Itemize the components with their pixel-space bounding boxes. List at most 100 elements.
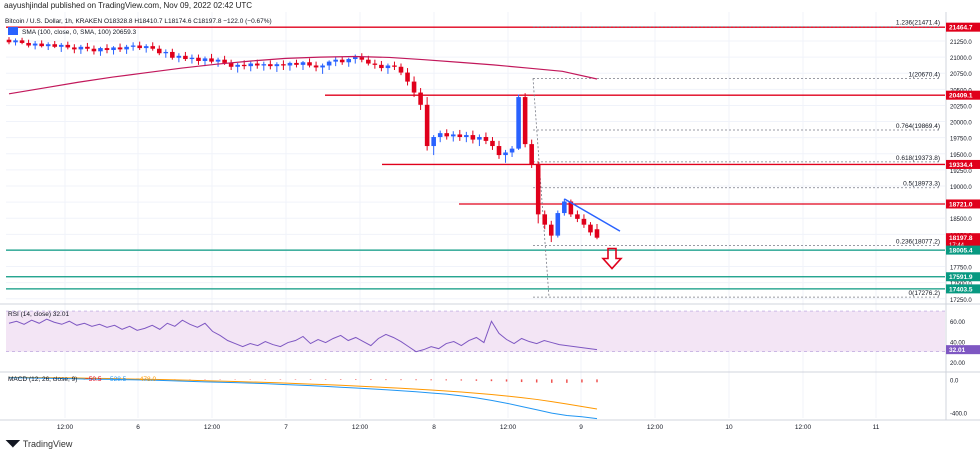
- y-tick-label: 19250.0: [950, 169, 972, 175]
- fib-level-label: 0(17276.2): [909, 290, 940, 297]
- tradingview-logo[interactable]: ◥◤ TradingView: [6, 438, 72, 449]
- candle-body: [503, 152, 508, 156]
- candle-body: [176, 55, 182, 58]
- brand-label: TradingView: [22, 438, 73, 449]
- candle-body: [202, 58, 208, 61]
- fib-level-label: 1.236(21471.4): [896, 20, 940, 27]
- candle-body: [111, 47, 116, 51]
- price-tag-label: 17403.5: [949, 286, 973, 293]
- price-tag: [946, 199, 980, 209]
- candle-body: [522, 97, 528, 145]
- candle-body: [124, 46, 129, 50]
- candle-body: [424, 104, 430, 147]
- chart-header: aayushjindal published on TradingView.co…: [0, 0, 980, 12]
- candle-body: [562, 201, 567, 214]
- candle-body: [274, 64, 280, 67]
- candle-body: [392, 65, 397, 67]
- candle-body: [555, 213, 561, 236]
- candle-body: [235, 64, 240, 67]
- tradingview-icon: ◥◤: [6, 438, 20, 448]
- x-tick-label: 7: [284, 424, 288, 431]
- candle-body: [261, 64, 267, 66]
- y-tick-label: 20000.0: [950, 121, 972, 127]
- candle-body: [189, 57, 195, 60]
- candle-body: [313, 65, 319, 68]
- price-tag: [946, 272, 980, 282]
- y-tick-label: 17750.0: [950, 266, 972, 272]
- candle-body: [137, 45, 142, 49]
- macd-line: [8, 377, 598, 420]
- candle-body: [575, 214, 580, 219]
- candle-body: [581, 218, 587, 225]
- candle-body: [594, 229, 600, 238]
- candle-body: [542, 214, 548, 225]
- candle-body: [156, 48, 162, 54]
- candle-body: [588, 224, 593, 233]
- rsi-tick-label: 60.00: [950, 320, 966, 326]
- macd-value: 528.5: [110, 376, 127, 383]
- candle-body: [170, 51, 175, 58]
- candle-body: [431, 137, 436, 147]
- candle-body: [568, 201, 574, 215]
- candle-body: [490, 140, 495, 147]
- x-tick-label: 11: [873, 424, 880, 431]
- fib-level-label: 0.236(18077.2): [896, 238, 940, 245]
- candle-body: [85, 46, 90, 49]
- candle-body: [26, 42, 31, 46]
- candle-body: [52, 44, 58, 47]
- candle-body: [307, 62, 312, 66]
- candle-body: [548, 224, 554, 236]
- price-tag-label: 21464.7: [949, 25, 973, 32]
- y-tick-label: 21250.0: [950, 40, 972, 46]
- price-tag: [946, 233, 980, 250]
- candle-body: [509, 148, 515, 153]
- down-arrow-icon: [601, 247, 623, 270]
- candle-body: [535, 164, 541, 215]
- candle-body: [98, 48, 103, 52]
- candle-body: [483, 137, 489, 141]
- candle-body: [32, 43, 38, 46]
- price-tag-label: 18721.0: [949, 201, 973, 208]
- candle-body: [209, 58, 214, 62]
- y-tick-label: 20750.0: [950, 72, 972, 78]
- publish-line: aayushjindal published on TradingView.co…: [4, 1, 253, 10]
- candle-body: [346, 59, 352, 63]
- rsi-value-label: 32.01: [949, 347, 966, 354]
- candle-body: [163, 51, 169, 54]
- candle-body: [241, 64, 247, 67]
- candle-body: [117, 47, 123, 50]
- candle-body: [411, 81, 417, 93]
- price-tag: [946, 159, 980, 169]
- candle-body: [143, 46, 149, 49]
- candle-body: [130, 45, 136, 47]
- candle-body: [352, 57, 358, 60]
- candle-body: [183, 55, 188, 60]
- x-tick-label: 12:00: [204, 424, 221, 431]
- rsi-tick-label: 20.00: [950, 361, 966, 367]
- candle-body: [379, 64, 384, 69]
- fib-level-label: 1(20670.4): [909, 71, 940, 78]
- price-tag-label: 17591.9: [949, 274, 973, 281]
- candle-body: [58, 44, 64, 47]
- candle-body: [254, 63, 260, 66]
- rsi-line: [8, 318, 598, 353]
- price-tag-label: 20409.1: [949, 93, 973, 100]
- candle-body: [65, 44, 71, 48]
- y-tick-label: 21000.0: [950, 56, 972, 62]
- macd-tick-label: -400.0: [950, 411, 968, 417]
- candle-body: [45, 44, 51, 47]
- y-tick-label: 19500.0: [950, 153, 972, 159]
- candle-body: [366, 59, 371, 64]
- candle-body: [464, 135, 469, 138]
- candle-body: [496, 146, 502, 156]
- candle-body: [418, 92, 423, 105]
- x-tick-label: 6: [136, 424, 140, 431]
- candle-body: [72, 47, 77, 50]
- candle-body: [398, 66, 404, 73]
- legend-swatch: [8, 27, 18, 35]
- candle-body: [19, 40, 25, 43]
- macd-value: −50.5: [85, 376, 102, 383]
- price-tag: [946, 284, 980, 294]
- macd-tick-label: 0.0: [950, 378, 959, 384]
